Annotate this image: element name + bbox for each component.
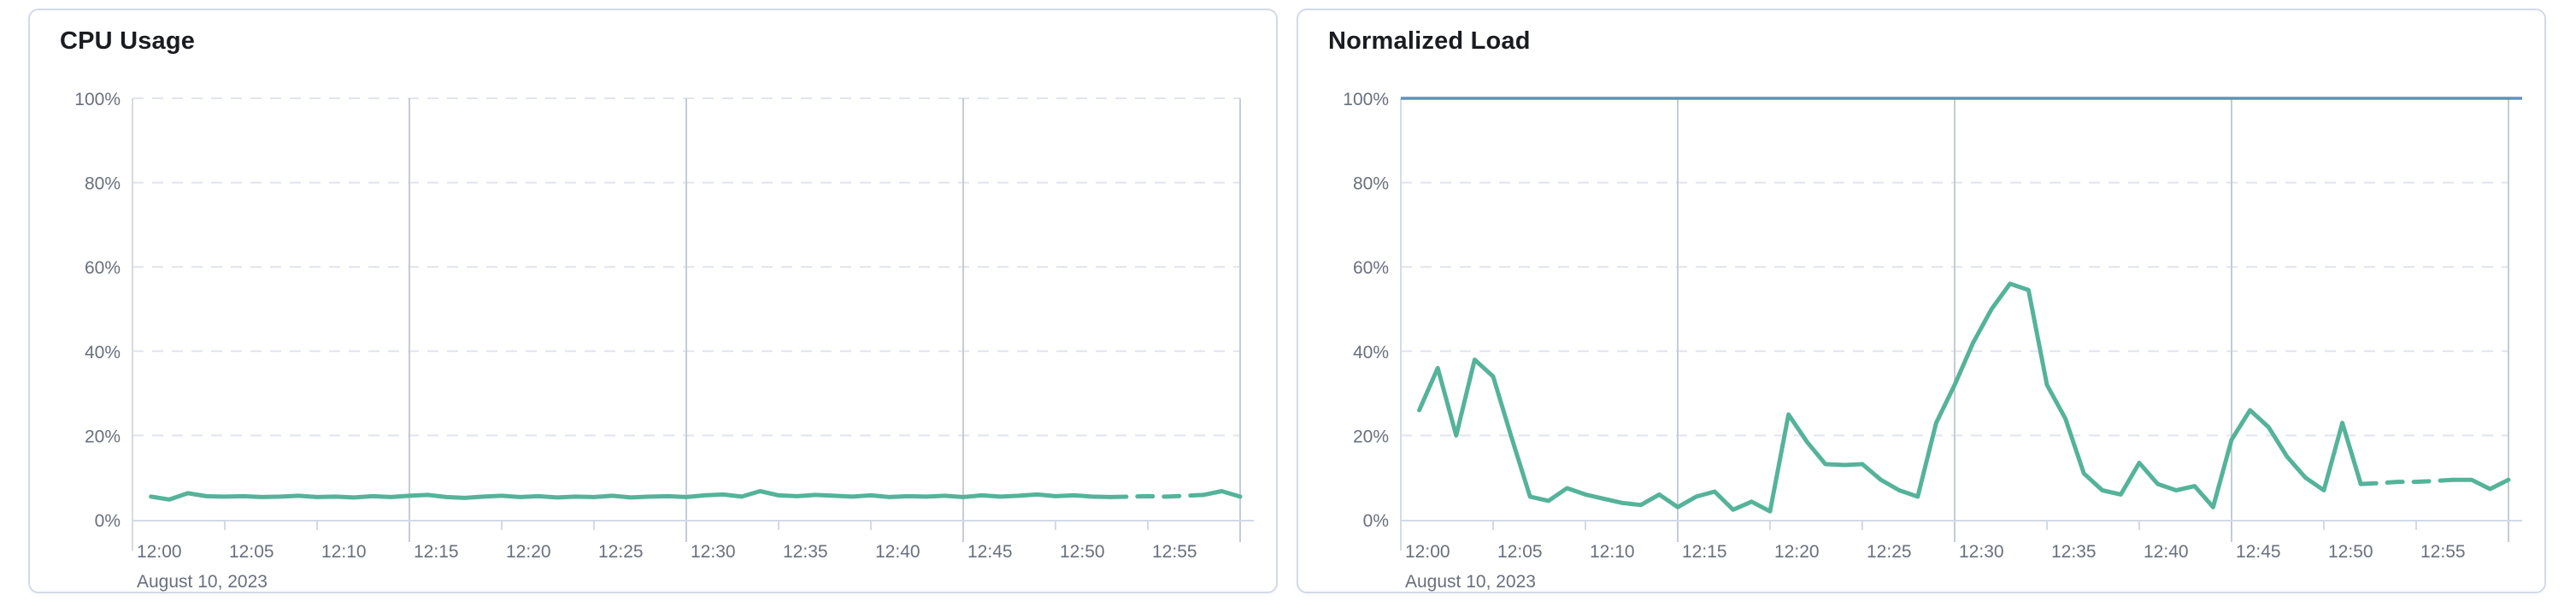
y-axis-label: 0% [1363, 511, 1389, 531]
x-axis-label: 12:10 [1590, 542, 1635, 562]
cpu-usage-chart[interactable]: 0% 20% 40% 60% 80% 100% 12:00 12:05 12:10 12:15 12… [30, 10, 1276, 592]
cpu-usage-line [1201, 489, 1243, 499]
x-axis-label: 12:00 [137, 542, 182, 562]
y-axis-label: 60% [1353, 258, 1389, 278]
x-axis-label: 12:30 [691, 542, 736, 562]
normalized-load-line [1417, 281, 2363, 514]
normalized-load-panel: 0% 20% 40% 60% 80% 100% 12:00 12:05 12:10 12:15 12… [1297, 9, 2546, 593]
x-axis-label: 12:50 [2328, 542, 2373, 562]
x-axis-date-label: August 10, 2023 [137, 572, 268, 592]
y-axis-label: 80% [1353, 174, 1389, 194]
x-axis-label: 12:25 [598, 542, 644, 562]
x-axis-label: 12:45 [2236, 542, 2281, 562]
x-axis-label: 12:00 [1405, 542, 1450, 562]
x-axis-label: 12:30 [1959, 542, 2004, 562]
x-axis-date-label: August 10, 2023 [1405, 572, 1536, 592]
x-axis-label: 12:50 [1060, 542, 1105, 562]
x-axis-label: 12:40 [875, 542, 920, 562]
x-axis-label: 12:20 [1774, 542, 1820, 562]
x-axis-label: 12:05 [229, 542, 274, 562]
panel-title-normalized-load: Normalized Load [1328, 27, 1531, 55]
x-axis-label: 12:15 [414, 542, 459, 562]
x-axis-label: 12:45 [967, 542, 1013, 562]
panel-title-cpu-usage: CPU Usage [60, 27, 196, 55]
y-axis-label: 80% [85, 174, 121, 194]
x-axis-label: 12:40 [2144, 542, 2189, 562]
y-axis-label: 0% [95, 511, 121, 531]
cpu-usage-panel: 0% 20% 40% 60% 80% 100% 12:00 12:05 12:10 12:15 12… [28, 9, 1278, 593]
y-axis-label: 20% [1353, 427, 1389, 446]
x-axis-label: 12:10 [321, 542, 367, 562]
y-axis-label: 40% [85, 343, 121, 362]
normalized-load-line [2450, 477, 2511, 492]
x-axis-label: 12:25 [1867, 542, 1912, 562]
y-axis-label: 40% [1353, 343, 1389, 362]
x-axis-label: 12:35 [783, 542, 828, 562]
x-axis-label: 12:20 [506, 542, 551, 562]
x-axis-label: 12:55 [2420, 542, 2466, 562]
cpu-usage-line [149, 489, 1114, 502]
x-axis-label: 12:35 [2051, 542, 2097, 562]
y-axis-label: 60% [85, 258, 121, 278]
normalized-load-chart[interactable]: 0% 20% 40% 60% 80% 100% 12:00 12:05 12:10 12:15 12… [1298, 10, 2544, 592]
x-axis-label: 12:55 [1152, 542, 1197, 562]
y-axis-label: 20% [85, 427, 121, 446]
x-axis-label: 12:15 [1682, 542, 1727, 562]
normalized-load-line-dashed [2358, 477, 2455, 486]
y-axis-label: 100% [1343, 90, 1389, 109]
y-axis-label: 100% [74, 90, 121, 109]
x-axis-label: 12:05 [1497, 542, 1543, 562]
cpu-usage-line-dashed [1109, 492, 1206, 499]
